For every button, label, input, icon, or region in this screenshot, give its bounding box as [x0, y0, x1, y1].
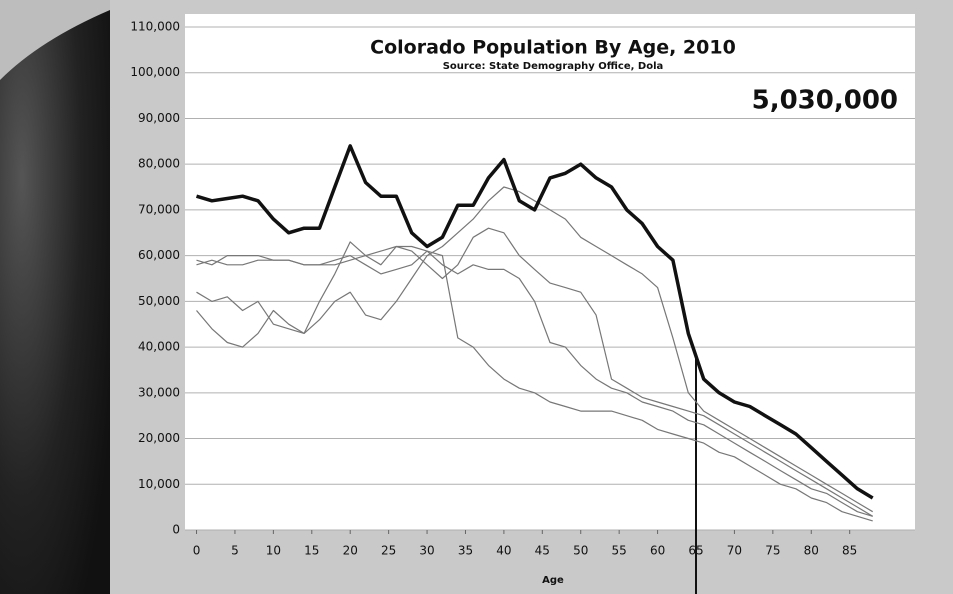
- y-tick-label: 110,000: [130, 20, 180, 34]
- series-line: [196, 186, 874, 513]
- y-tick-label: 10,000: [138, 477, 180, 491]
- x-tick-label: 50: [573, 544, 588, 558]
- x-tick-label: 20: [343, 544, 358, 558]
- total-annotation: 5,030,000: [752, 86, 898, 116]
- x-tick-label: 60: [650, 544, 665, 558]
- y-tick-label: 100,000: [130, 65, 180, 79]
- x-tick-label: 40: [496, 544, 511, 558]
- x-tick-label: 55: [612, 544, 627, 558]
- side-panel: [0, 0, 110, 594]
- series-line: [196, 227, 874, 517]
- y-tick-label: 70,000: [138, 202, 180, 216]
- x-tick-label: 10: [266, 544, 281, 558]
- y-tick-label: 50,000: [138, 294, 180, 308]
- x-tick-label: 25: [381, 544, 396, 558]
- x-tick-label: 75: [765, 544, 780, 558]
- series-line: [196, 245, 873, 517]
- chart-subtitle: Source: State Demography Office, Dola: [443, 61, 664, 72]
- y-tick-label: 60,000: [138, 248, 180, 262]
- x-tick-label: 5: [231, 544, 239, 558]
- x-axis-label: Age: [542, 575, 564, 586]
- x-tick-label: 30: [419, 544, 434, 558]
- x-tick-label: 35: [458, 544, 473, 558]
- x-tick-label: 15: [304, 544, 319, 558]
- series-line: [195, 144, 874, 500]
- plot-area: [185, 14, 915, 530]
- x-tick-label: 80: [804, 544, 819, 558]
- x-tick-label: 0: [193, 544, 201, 558]
- y-tick-label: 40,000: [138, 340, 180, 354]
- chart-title: Colorado Population By Age, 2010: [370, 37, 736, 59]
- y-tick-label: 80,000: [138, 157, 180, 171]
- x-tick-label: 70: [727, 544, 742, 558]
- x-tick-label: 85: [842, 544, 857, 558]
- y-tick-label: 30,000: [138, 385, 180, 399]
- y-tick-label: 20,000: [138, 431, 180, 445]
- y-tick-label: 90,000: [138, 111, 180, 125]
- y-tick-label: 0: [172, 523, 180, 537]
- side-decoration: [0, 0, 110, 80]
- x-tick-label: 45: [535, 544, 550, 558]
